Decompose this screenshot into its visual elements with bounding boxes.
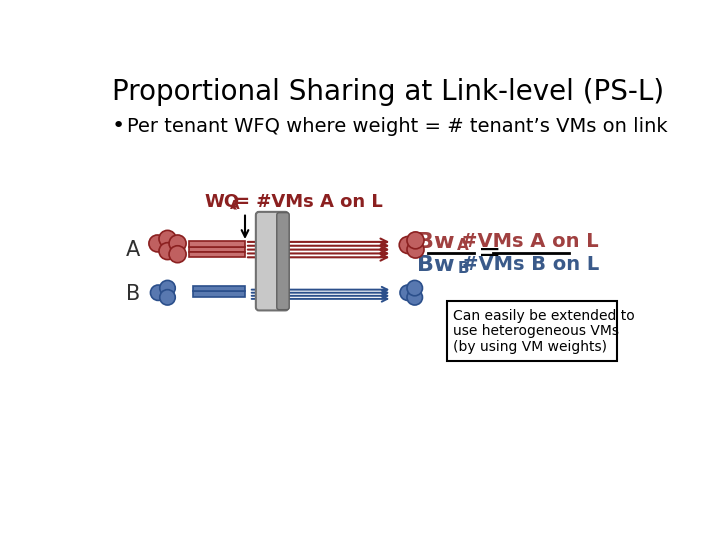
Text: A: A xyxy=(230,199,240,212)
Text: •: • xyxy=(112,117,125,137)
Circle shape xyxy=(399,237,416,253)
Circle shape xyxy=(407,232,424,249)
Text: =: = xyxy=(478,239,502,267)
Bar xyxy=(189,252,245,257)
Circle shape xyxy=(159,242,176,260)
Circle shape xyxy=(407,280,423,296)
Circle shape xyxy=(150,285,166,300)
Bar xyxy=(193,286,245,291)
Text: Can easily be extended to: Can easily be extended to xyxy=(453,309,634,323)
Bar xyxy=(193,291,245,296)
Text: B: B xyxy=(457,261,469,276)
Text: Per tenant WFQ where weight = # tenant’s VMs on link: Per tenant WFQ where weight = # tenant’s… xyxy=(127,117,668,136)
FancyBboxPatch shape xyxy=(256,212,289,310)
Text: #VMs A on L: #VMs A on L xyxy=(462,232,599,252)
Circle shape xyxy=(169,235,186,252)
Bar xyxy=(189,247,245,252)
Circle shape xyxy=(400,285,415,300)
Circle shape xyxy=(160,289,175,305)
Circle shape xyxy=(160,280,175,296)
Circle shape xyxy=(407,289,423,305)
Text: use heterogeneous VMs: use heterogeneous VMs xyxy=(453,325,618,338)
Circle shape xyxy=(169,246,186,262)
Text: A: A xyxy=(125,240,140,260)
FancyBboxPatch shape xyxy=(276,213,289,309)
Bar xyxy=(189,241,245,247)
Text: WQ: WQ xyxy=(204,193,240,211)
Text: (by using VM weights): (by using VM weights) xyxy=(453,340,607,354)
Text: #VMs B on L: #VMs B on L xyxy=(462,255,599,274)
Text: Bw: Bw xyxy=(417,255,454,275)
Text: = #VMs A on L: = #VMs A on L xyxy=(235,193,382,211)
Text: Bw: Bw xyxy=(417,232,454,252)
Circle shape xyxy=(159,231,176,247)
FancyBboxPatch shape xyxy=(446,301,617,361)
Circle shape xyxy=(407,241,424,258)
Text: B: B xyxy=(125,284,140,304)
Text: A: A xyxy=(457,238,469,253)
Text: Proportional Sharing at Link-level (PS-L): Proportional Sharing at Link-level (PS-L… xyxy=(112,78,664,106)
Circle shape xyxy=(149,235,166,252)
